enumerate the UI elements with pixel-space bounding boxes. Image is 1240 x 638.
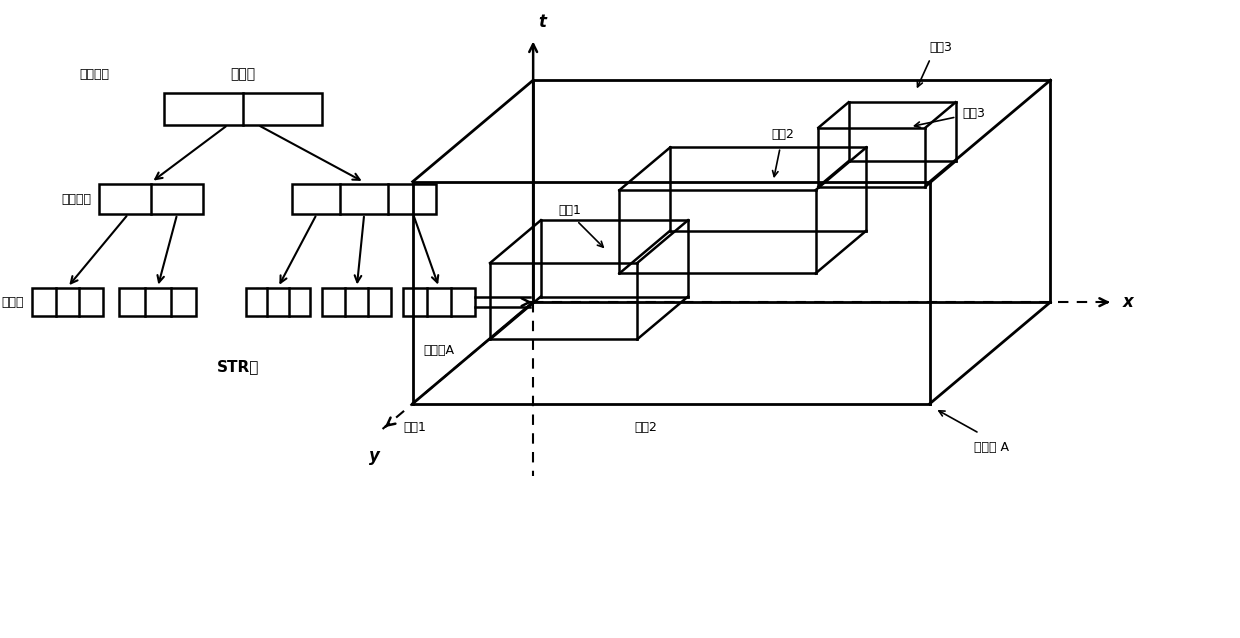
Text: 叶节点A: 叶节点A — [424, 344, 455, 357]
Bar — [164, 93, 322, 125]
Text: 根节点: 根节点 — [231, 67, 255, 81]
Text: y: y — [370, 447, 381, 465]
Text: 叶节点: 叶节点 — [1, 295, 24, 309]
Text: 线段1: 线段1 — [558, 204, 582, 217]
Bar — [119, 288, 196, 316]
Bar — [322, 288, 392, 316]
Text: 条日3: 条日3 — [929, 41, 952, 54]
Text: 非叶节点: 非叶节点 — [79, 68, 109, 81]
Text: 非叶节点: 非叶节点 — [61, 193, 92, 205]
Text: 叶节点 A: 叶节点 A — [973, 441, 1009, 454]
Bar — [293, 184, 436, 214]
Bar — [246, 288, 310, 316]
Text: t: t — [538, 13, 546, 31]
Text: 条日2: 条日2 — [634, 422, 657, 434]
Text: 线段2: 线段2 — [771, 128, 795, 142]
Bar — [99, 184, 203, 214]
Text: 条日1: 条日1 — [403, 422, 427, 434]
Text: x: x — [1122, 293, 1133, 311]
Bar — [32, 288, 103, 316]
Text: 线段3: 线段3 — [962, 107, 985, 121]
Text: STR树: STR树 — [217, 360, 259, 375]
Bar — [403, 288, 475, 316]
